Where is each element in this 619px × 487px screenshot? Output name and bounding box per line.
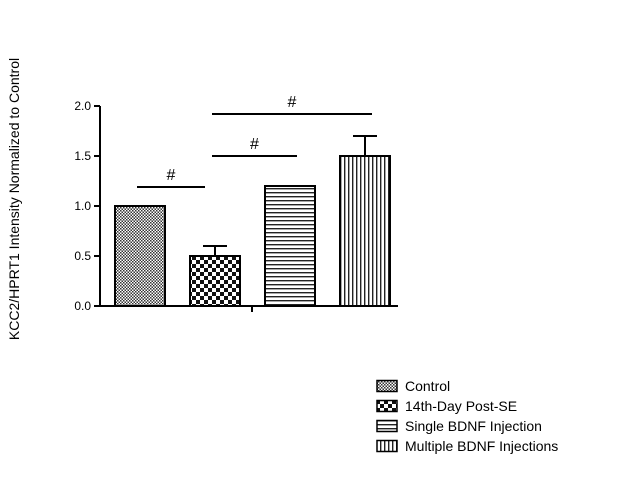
significance-label: #: [167, 167, 176, 184]
bar: [264, 185, 316, 307]
y-axis-label: KCC2/HPRT1 Intensity Normalized to Contr…: [6, 58, 22, 340]
plot-area: 0.0 0.5 1.0 1.5 2.0 # # #: [74, 94, 398, 313]
legend-swatch: [376, 399, 398, 413]
y-tick-label: 1.5: [74, 149, 91, 163]
legend-label: Multiple BDNF Injections: [405, 438, 558, 454]
significance-label: #: [288, 94, 297, 111]
legend-swatch: [376, 419, 398, 433]
y-tick-label: 1.0: [74, 199, 91, 213]
legend-label: Single BDNF Injection: [405, 418, 542, 434]
legend: Control 14th-Day Post-SE Single BDNF Injec…: [376, 378, 558, 454]
bar: [339, 155, 391, 307]
bar: [114, 205, 166, 307]
legend-swatch: [376, 379, 398, 393]
y-tick-label: 0.0: [74, 299, 91, 313]
y-tick-label: 2.0: [74, 99, 91, 113]
legend-label: 14th-Day Post-SE: [405, 398, 517, 414]
y-tick-label: 0.5: [74, 249, 91, 263]
significance-label: #: [250, 136, 259, 153]
legend-swatch: [376, 439, 398, 453]
bar: [189, 255, 241, 307]
legend-label: Control: [405, 378, 450, 394]
